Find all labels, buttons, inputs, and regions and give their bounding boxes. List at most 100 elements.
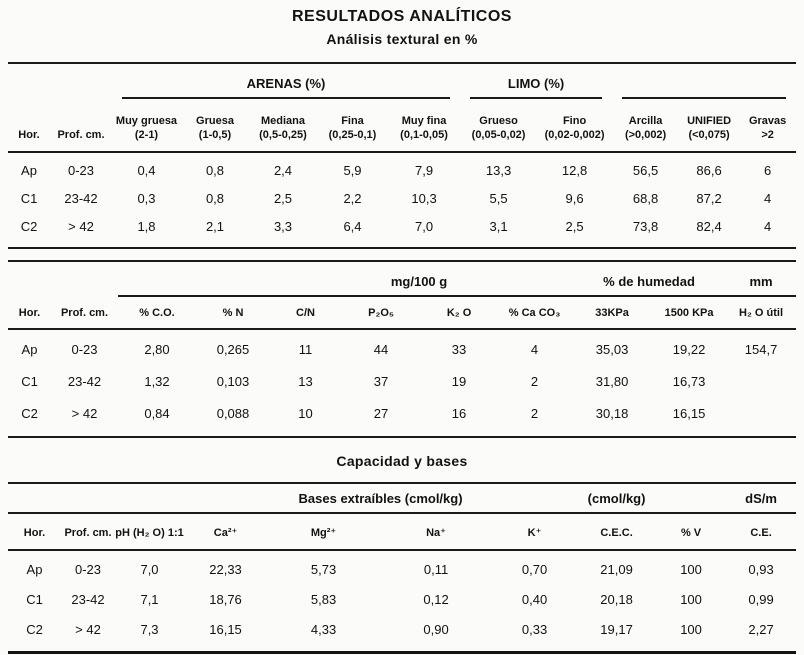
col-header-gravas: Gravas >2 <box>739 100 797 153</box>
cell: 7,0 <box>414 218 434 234</box>
header-line-2: (0,25-0,1) <box>328 129 377 141</box>
header-line-1: Mediana <box>260 115 305 127</box>
cell: 3,3 <box>273 218 293 234</box>
col-header-muy-fina: Muy fina (0,1-0,05) <box>388 100 461 153</box>
cell: 2,2 <box>343 190 362 206</box>
header-line-1 <box>8 114 50 128</box>
table-row: C2 > 42 7,3 16,15 4,33 0,90 0,33 19,17 100 2,27 <box>8 614 796 653</box>
cell: 0-23 <box>74 561 102 577</box>
cell: 1,8 <box>137 218 156 234</box>
cell: 23-42 <box>64 190 98 206</box>
cell: 5,9 <box>343 162 362 178</box>
cell: 0,70 <box>521 561 548 577</box>
cell: 4 <box>763 190 772 206</box>
header-line-1: Gruesa <box>196 115 234 127</box>
cell: 12,8 <box>561 162 588 178</box>
cell: 35,03 <box>595 341 629 357</box>
col-header-hor: Hor. <box>8 296 51 330</box>
cell: 100 <box>680 591 702 607</box>
col-header-unified: UNIFIED (<0,075) <box>679 100 740 153</box>
cell: 0,103 <box>216 373 250 389</box>
cell: 73,8 <box>632 218 659 234</box>
group-arenas: ARENAS (%) <box>112 63 460 100</box>
header-line-2: (0,1-0,05) <box>400 129 448 141</box>
header-line-2: (0,05-0,02) <box>471 129 526 141</box>
cell: Ap <box>26 561 43 577</box>
cell: 2,5 <box>273 190 293 206</box>
group-right <box>612 63 796 100</box>
cell: C1 <box>21 373 38 389</box>
col-header-p2o5: P₂O₅ <box>341 296 422 330</box>
cell: 11 <box>298 341 313 357</box>
col-header-mediana: Mediana (0,5-0,25) <box>249 100 317 153</box>
cell: 30,18 <box>595 405 629 421</box>
header-line-2: >2 <box>761 129 774 141</box>
group-label-humedad: % de humedad <box>603 274 695 289</box>
cell: 7,1 <box>140 591 159 607</box>
cell: 21,09 <box>600 561 633 577</box>
cell: 154,7 <box>744 341 778 357</box>
group-rule-mid <box>656 483 727 514</box>
cell: 2,80 <box>144 341 170 357</box>
cell: 86,6 <box>696 162 722 178</box>
cell: 2,4 <box>273 162 293 178</box>
cell: 0,99 <box>748 591 774 607</box>
cell: 9,6 <box>565 190 584 206</box>
table-row: C2 > 42 1,8 2,1 3,3 6,4 7,0 3,1 2,5 73,8 82,4 4 <box>8 212 796 248</box>
col-header-mg: Mg²⁺ <box>267 513 381 551</box>
col-header-arcilla: Arcilla (>0,002) <box>612 100 680 153</box>
cell: 7,3 <box>140 621 159 637</box>
group-label-limo: LIMO (%) <box>470 76 603 99</box>
table-row: C1 23-42 1,32 0,103 13 37 19 2 31,80 16,73 <box>8 365 796 397</box>
cell: 16,15 <box>209 621 242 637</box>
cell: 2,1 <box>205 218 225 234</box>
header-line-1 <box>50 114 112 128</box>
header-line-1: Fina <box>341 115 364 127</box>
col-header-n: % N <box>196 296 270 330</box>
cell: 44 <box>373 341 389 357</box>
cell: 0,3 <box>137 190 156 206</box>
capacity-bases-table: Bases extraíbles (cmol/kg) (cmol/kg) dS/… <box>8 482 797 654</box>
header-line-1: Muy gruesa <box>115 115 178 127</box>
cell: 0-23 <box>71 341 98 357</box>
cell: 6 <box>763 162 772 178</box>
group-dsm: dS/m <box>726 483 797 514</box>
col-header-gruesa: Gruesa (1-0,5) <box>181 100 249 153</box>
cell <box>726 397 796 437</box>
col-header-ce: C.E. <box>726 513 797 551</box>
cell: 0,40 <box>521 591 548 607</box>
header-line-1: Arcilla <box>628 115 663 127</box>
cell: Ap <box>21 341 38 357</box>
col-header-hor: Hor. <box>8 513 61 551</box>
cell: 19 <box>451 373 467 389</box>
col-header-caco3: % Ca CO₃ <box>497 296 573 330</box>
cell: 16,73 <box>672 373 706 389</box>
cell: 0,4 <box>137 162 156 178</box>
column-header-row: Hor. Prof. cm. Muy gruesa (2-1) Gruesa (1-… <box>8 100 797 153</box>
cell: 0,088 <box>216 405 250 421</box>
cell: 0,33 <box>521 621 548 637</box>
cell: 31,80 <box>595 373 629 389</box>
cell: 23-42 <box>71 591 105 607</box>
cell: 33 <box>451 341 467 357</box>
cell: C2 <box>20 218 38 234</box>
col-header-ph: pH (H₂ O) 1:1 <box>115 513 185 551</box>
group-rule-left <box>8 483 185 514</box>
cell: 0,8 <box>205 162 225 178</box>
col-header-ca: Ca²⁺ <box>184 513 268 551</box>
cell: 18,76 <box>209 591 242 607</box>
section-title-textural: Análisis textural en % <box>326 31 478 47</box>
header-line-1: Gravas <box>748 115 787 127</box>
col-header-hor: Hor. <box>8 100 50 153</box>
group-label-arenas: ARENAS (%) <box>122 76 451 99</box>
cell: 82,4 <box>696 218 722 234</box>
group-spacer <box>8 261 118 296</box>
column-header-row: Hor. Prof. cm. pH (H₂ O) 1:1 Ca²⁺ Mg²⁺ N… <box>8 513 797 551</box>
group-limo: LIMO (%) <box>460 63 612 100</box>
col-header-prof: Prof. cm. <box>50 100 112 153</box>
cell: 2 <box>530 373 539 389</box>
header-line-2: (1-0,5) <box>198 129 232 141</box>
cell: 0,265 <box>216 341 250 357</box>
header-line-2: (<0,075) <box>688 129 730 141</box>
